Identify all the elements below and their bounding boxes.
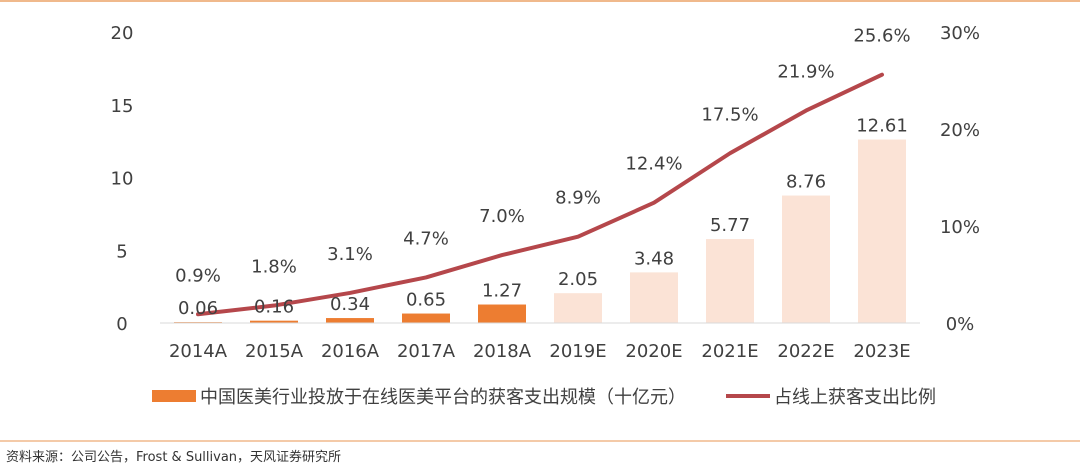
bar-value-label: 0.65 [406, 290, 446, 311]
bar [402, 313, 450, 323]
x-tick-label: 2019E [549, 341, 606, 362]
y-left-tick-label: 5 [116, 241, 127, 262]
source-note: 资料来源：公司公告，Frost & Sullivan，天风证券研究所 [6, 449, 341, 465]
bar [554, 293, 602, 323]
line-value-label: 21.9% [777, 62, 834, 83]
bar-value-label: 0.34 [330, 294, 370, 315]
x-tick-label: 2014A [169, 341, 228, 362]
bar [630, 272, 678, 323]
legend: 中国医美行业投放于在线医美平台的获客支出规模（十亿元） 占线上获客支出比例 [152, 387, 936, 408]
bar-value-label: 0.06 [178, 298, 218, 319]
bar-value-label: 2.05 [558, 269, 598, 290]
line-value-label: 25.6% [853, 26, 910, 47]
y-left-tick-label: 20 [111, 23, 134, 44]
line-value-label: 4.7% [403, 228, 449, 249]
line-layer [196, 72, 884, 317]
bar [326, 318, 374, 323]
bar [782, 195, 830, 323]
bar-value-label: 12.61 [856, 116, 908, 137]
x-tick-label: 2018A [473, 341, 532, 362]
x-tick-label: 2016A [321, 341, 380, 362]
bar [250, 320, 298, 323]
bar [478, 304, 526, 323]
line-value-label: 17.5% [701, 104, 758, 125]
y-right-tick-label: 0% [946, 314, 975, 335]
x-tick-label: 2022E [777, 341, 834, 362]
y-left-tick-label: 15 [111, 96, 134, 117]
bar-value-label: 5.77 [710, 215, 750, 236]
x-tick-label: 2015A [245, 341, 304, 362]
x-tick-label: 2020E [625, 341, 682, 362]
y-left-tick-label: 0 [116, 314, 127, 335]
legend-bar-swatch [152, 390, 196, 402]
bar-value-label: 0.16 [254, 297, 294, 318]
line-value-label: 12.4% [625, 154, 682, 175]
line-value-label: 8.9% [555, 188, 601, 209]
bar-value-label: 8.76 [786, 172, 826, 193]
bars-layer [174, 139, 906, 323]
bar-value-label: 1.27 [482, 281, 522, 302]
y-right-tick-label: 20% [940, 120, 980, 141]
bar [706, 239, 754, 323]
y-right-tick-label: 10% [940, 217, 980, 238]
labels-layer: 0.06 0.16 0.34 0.65 1.27 2.05 3.48 5.77 8.76 12.6… [175, 26, 910, 319]
x-tick-label: 2021E [701, 341, 758, 362]
bar-value-label: 3.48 [634, 248, 674, 269]
line-value-label: 7.0% [479, 206, 525, 227]
y-right-tick-label: 30% [940, 23, 980, 44]
x-tick-label: 2023E [853, 341, 910, 362]
bar [858, 139, 906, 323]
y-left-tick-label: 10 [111, 169, 134, 190]
line-value-label: 0.9% [175, 265, 221, 286]
line-value-label: 1.8% [251, 257, 297, 278]
series-line [196, 72, 884, 317]
legend-line-label: 占线上获客支出比例 [774, 387, 936, 408]
axes-layer: 2014A 2015A 2016A 2017A 2018A 2019E 2020E 2021E… [111, 23, 980, 362]
line-value-label: 3.1% [327, 244, 373, 265]
legend-bar-label: 中国医美行业投放于在线医美平台的获客支出规模（十亿元） [200, 387, 686, 408]
x-tick-label: 2017A [397, 341, 456, 362]
